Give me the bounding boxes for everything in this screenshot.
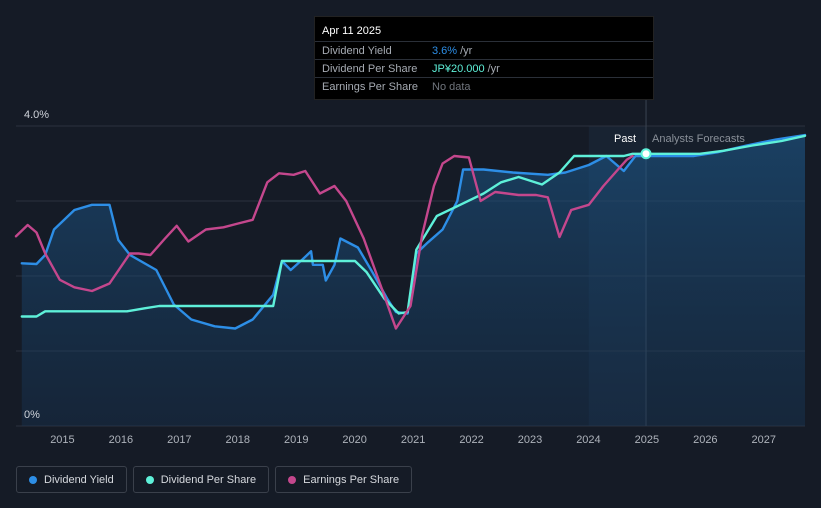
- tooltip-date: Apr 11 2025: [322, 25, 382, 37]
- chart-legend: Dividend Yield Dividend Per Share Earnin…: [16, 466, 413, 493]
- x-tick-label: 2018: [226, 434, 250, 446]
- earnings-per-share-line: [14, 154, 634, 330]
- tooltip-label: Earnings Per Share: [322, 81, 418, 93]
- legend-label: Dividend Yield: [44, 473, 114, 486]
- x-tick-label: 2027: [752, 434, 776, 446]
- legend-label: Earnings Per Share: [303, 473, 400, 486]
- x-tick-label: 2024: [576, 434, 600, 446]
- dividend-yield-line: [20, 133, 807, 330]
- forecast-label: Analysts Forecasts: [652, 133, 745, 145]
- y-tick-label: 0%: [24, 409, 40, 421]
- legend-item-dividend-per-share[interactable]: Dividend Per Share: [132, 466, 270, 493]
- x-tick-label: 2022: [459, 434, 483, 446]
- x-tick-label: 2019: [284, 434, 308, 446]
- x-tick-label: 2023: [518, 434, 542, 446]
- y-tick-label: 4.0%: [24, 109, 49, 121]
- tooltip-row-dividend-per-share: Dividend Per Share JP¥20.000/yr: [315, 59, 653, 78]
- x-tick-label: 2026: [693, 434, 717, 446]
- x-tick-label: 2025: [635, 434, 659, 446]
- past-label: Past: [614, 133, 636, 145]
- legend-dot-icon: [288, 475, 297, 484]
- legend-dot-icon: [145, 475, 154, 484]
- tooltip-value: 3.6%/yr: [432, 45, 473, 57]
- legend-label: Dividend Per Share: [160, 473, 257, 486]
- tooltip-row-dividend-yield: Dividend Yield 3.6%/yr: [315, 41, 653, 60]
- tooltip-value: JP¥20.000/yr: [432, 63, 500, 75]
- legend-dot-icon: [29, 475, 37, 484]
- x-tick-label: 2015: [50, 434, 74, 446]
- tooltip-row-earnings-per-share: Earnings Per Share No data: [315, 77, 653, 96]
- tooltip-label: Dividend Yield: [322, 45, 392, 57]
- x-tick-label: 2017: [167, 434, 191, 446]
- x-tick-label: 2021: [401, 434, 425, 446]
- legend-item-dividend-yield[interactable]: Dividend Yield: [16, 466, 127, 493]
- tooltip-label: Dividend Per Share: [322, 63, 418, 75]
- tooltip-value: No data: [432, 81, 471, 93]
- x-tick-label: 2020: [342, 434, 366, 446]
- chart-plot: 0% 4.0% 2015 2016 2017 2018 2019 2020 2021 2022 20…: [14, 100, 807, 446]
- hover-marker: [640, 148, 652, 160]
- x-tick-label: 2016: [109, 434, 133, 446]
- legend-item-earnings-per-share[interactable]: Earnings Per Share: [275, 466, 413, 493]
- tooltip: Apr 11 2025 Dividend Yield 3.6%/yr Divid…: [314, 16, 654, 100]
